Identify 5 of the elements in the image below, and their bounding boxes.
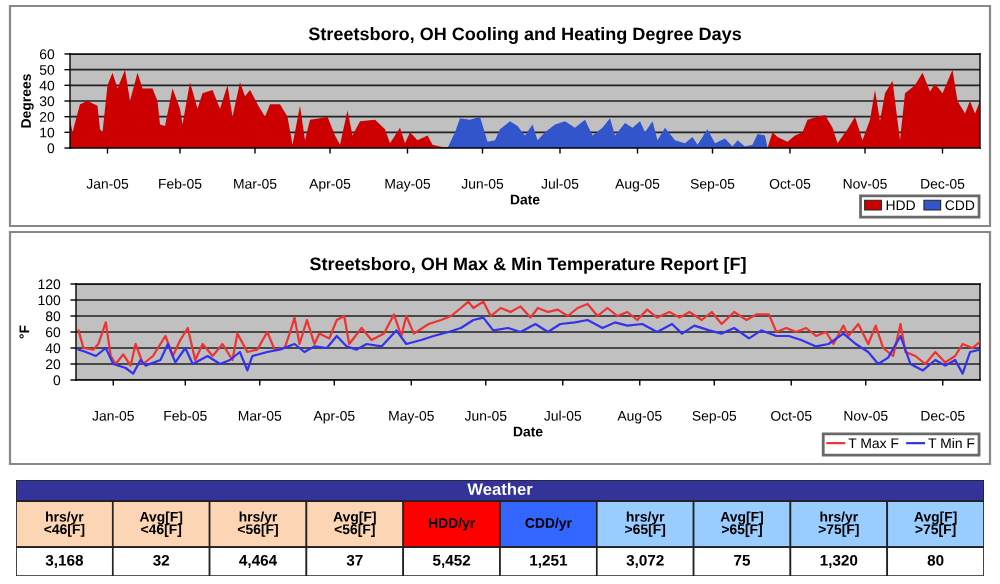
chart-title: Streetsboro, OH Max & Min Temperature Report [F] [309,257,746,274]
chart-title: Streetsboro, OH Cooling and Heating Degree Days [308,27,741,44]
line-series [77,300,980,367]
text: Weather [467,482,533,496]
line-series [77,316,980,375]
